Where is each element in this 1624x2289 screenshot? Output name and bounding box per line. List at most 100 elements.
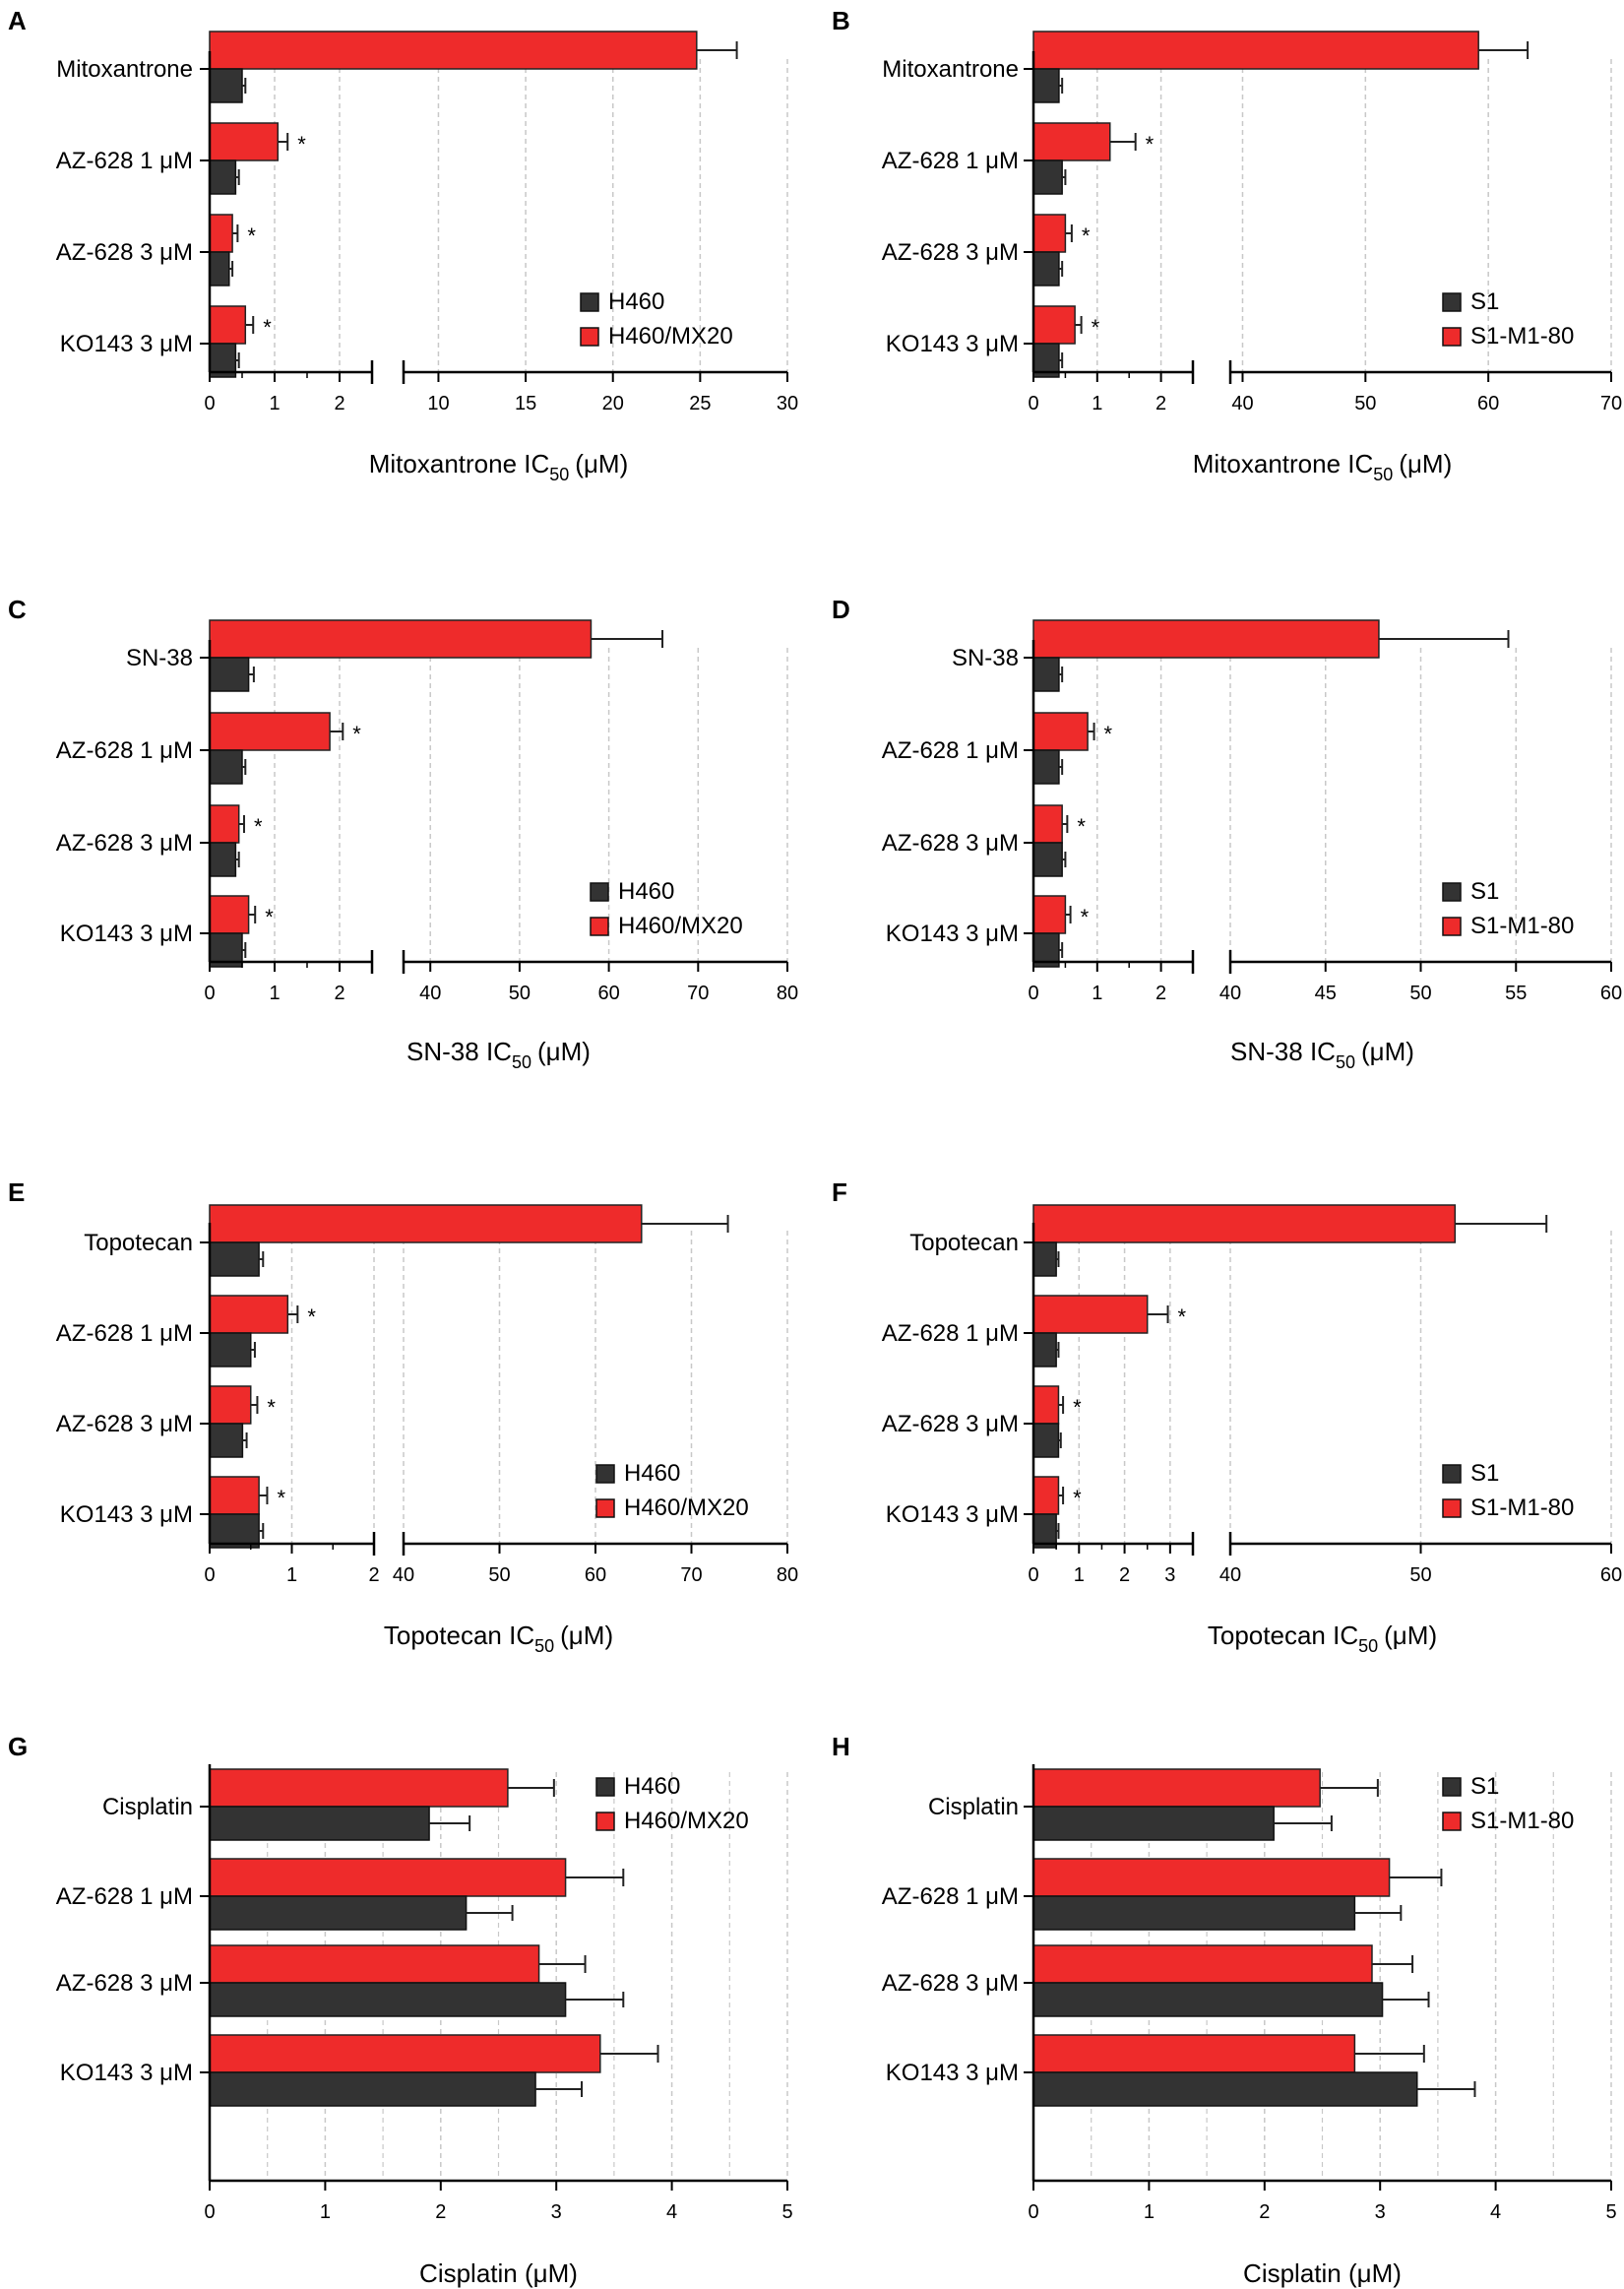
- x-tick-label: 40: [1219, 983, 1241, 1004]
- bar-h460-mx20: [209, 895, 250, 934]
- bar-s1: [1032, 1895, 1356, 1931]
- x-tick-label: 0: [204, 983, 215, 1004]
- bar-s1: [1032, 657, 1060, 692]
- category-label: KO143 3 μM: [886, 1501, 1019, 1528]
- x-tick-label: 0: [1028, 393, 1038, 414]
- legend: S1 S1-M1-80: [1442, 878, 1574, 939]
- x-axis-label: SN-38 IC50 (μM): [406, 1037, 591, 1072]
- x-tick-label: 60: [597, 983, 619, 1004]
- legend-label: S1-M1-80: [1470, 1808, 1574, 1834]
- legend-label: S1-M1-80: [1470, 1494, 1574, 1521]
- bar-s1-m1-80: [1032, 1204, 1457, 1243]
- bar-h460-mx20: [209, 1385, 252, 1425]
- legend-label: H460: [618, 878, 674, 905]
- x-tick-label: 3: [1375, 2201, 1386, 2223]
- significance-star: *: [254, 814, 263, 839]
- bar-s1-m1-80: [1032, 1385, 1060, 1425]
- legend-label: H460/MX20: [624, 1494, 749, 1521]
- significance-star: *: [307, 1304, 316, 1329]
- legend-swatch: [595, 1464, 615, 1484]
- x-tick-label: 50: [1409, 1564, 1431, 1586]
- bar-h460: [209, 1806, 430, 1841]
- bar-h460-mx20: [209, 1295, 289, 1334]
- x-tick-label: 50: [1354, 393, 1376, 414]
- panel-letter: H: [832, 1732, 850, 1761]
- x-tick-label: 50: [488, 1564, 510, 1586]
- x-tick-label: 0: [204, 1564, 215, 1586]
- x-tick-label: 4: [666, 2201, 677, 2223]
- x-axis-label: Cisplatin (μM): [1243, 2258, 1402, 2288]
- category-label: SN-38: [952, 645, 1019, 671]
- bar-s1: [1032, 842, 1063, 877]
- x-tick-label: 60: [585, 1564, 606, 1586]
- panel-letter: G: [8, 1732, 28, 1761]
- panel-letter: C: [8, 595, 27, 624]
- category-label: AZ-628 3 μM: [56, 1411, 193, 1437]
- bar-h460: [209, 2071, 536, 2107]
- x-tick-label: 2: [334, 393, 344, 414]
- legend-swatch: [580, 292, 599, 312]
- x-tick-label: 55: [1505, 983, 1527, 1004]
- bar-s1-m1-80: [1032, 31, 1479, 70]
- bar-s1: [1032, 1332, 1057, 1367]
- x-tick-label: 2: [1119, 1564, 1130, 1586]
- bar-h460-mx20: [209, 214, 233, 253]
- legend-swatch: [1442, 1464, 1462, 1484]
- x-tick-label: 40: [1219, 1564, 1241, 1586]
- bar-h460-mx20: [209, 2034, 601, 2073]
- x-axis-label: Topotecan IC50 (μM): [1208, 1621, 1437, 1656]
- x-tick-label: 2: [334, 983, 344, 1004]
- category-label: AZ-628 1 μM: [882, 1320, 1019, 1347]
- bar-s1-m1-80: [1032, 712, 1089, 751]
- legend-label: H460/MX20: [608, 323, 733, 350]
- x-tick-label: 40: [393, 1564, 414, 1586]
- legend-swatch: [1442, 882, 1462, 902]
- legend-swatch: [1442, 327, 1462, 347]
- bar-s1-m1-80: [1032, 1295, 1149, 1334]
- bar-h460-mx20: [209, 1944, 540, 1984]
- bar-h460: [209, 251, 230, 286]
- legend: H460 H460/MX20: [595, 1460, 749, 1521]
- bar-h460: [209, 1332, 252, 1367]
- x-tick-label: 25: [689, 393, 711, 414]
- bar-s1: [1032, 1806, 1275, 1841]
- significance-star: *: [263, 315, 272, 340]
- bar-s1: [1032, 1423, 1060, 1458]
- panel-letter: A: [8, 6, 27, 35]
- legend-label: S1-M1-80: [1470, 323, 1574, 350]
- x-tick-label: 5: [781, 2201, 792, 2223]
- legend-swatch: [1442, 917, 1462, 936]
- x-tick-label: 0: [1028, 1564, 1038, 1586]
- category-label: AZ-628 3 μM: [882, 239, 1019, 266]
- bar-h460: [209, 842, 237, 877]
- legend: S1 S1-M1-80: [1442, 1773, 1574, 1834]
- legend-label: H460/MX20: [618, 913, 743, 939]
- significance-star: *: [265, 905, 274, 929]
- bar-h460: [209, 1982, 567, 2017]
- x-tick-label: 70: [687, 983, 709, 1004]
- x-tick-label: 45: [1315, 983, 1337, 1004]
- legend: S1 S1-M1-80: [1442, 288, 1574, 350]
- x-tick-label: 2: [1156, 983, 1166, 1004]
- x-tick-label: 40: [419, 983, 441, 1004]
- legend-label: S1: [1470, 1773, 1499, 1800]
- category-label: AZ-628 1 μM: [56, 1320, 193, 1347]
- bar-h460: [209, 1423, 244, 1458]
- category-label: AZ-628 1 μM: [56, 148, 193, 174]
- legend-swatch: [595, 1777, 615, 1797]
- bar-h460-mx20: [209, 31, 698, 70]
- legend-label: H460: [624, 1773, 680, 1800]
- category-label: KO143 3 μM: [886, 2060, 1019, 2086]
- bar-h460-mx20: [209, 1204, 643, 1243]
- panel-c: C SN-38 * AZ-628 1 μM * AZ-628 3 μM * KO143 3 μ…: [8, 595, 798, 1072]
- x-tick-label: 0: [1028, 983, 1038, 1004]
- category-label: AZ-628 3 μM: [882, 830, 1019, 857]
- bar-h460: [209, 1895, 468, 1931]
- category-label: Cisplatin: [102, 1794, 193, 1820]
- significance-star: *: [1178, 1304, 1187, 1329]
- legend-swatch: [590, 917, 609, 936]
- bar-s1-m1-80: [1032, 1768, 1321, 1808]
- significance-star: *: [277, 1486, 285, 1510]
- x-axis-label: Cisplatin (μM): [419, 2258, 578, 2288]
- x-tick-label: 70: [1600, 393, 1622, 414]
